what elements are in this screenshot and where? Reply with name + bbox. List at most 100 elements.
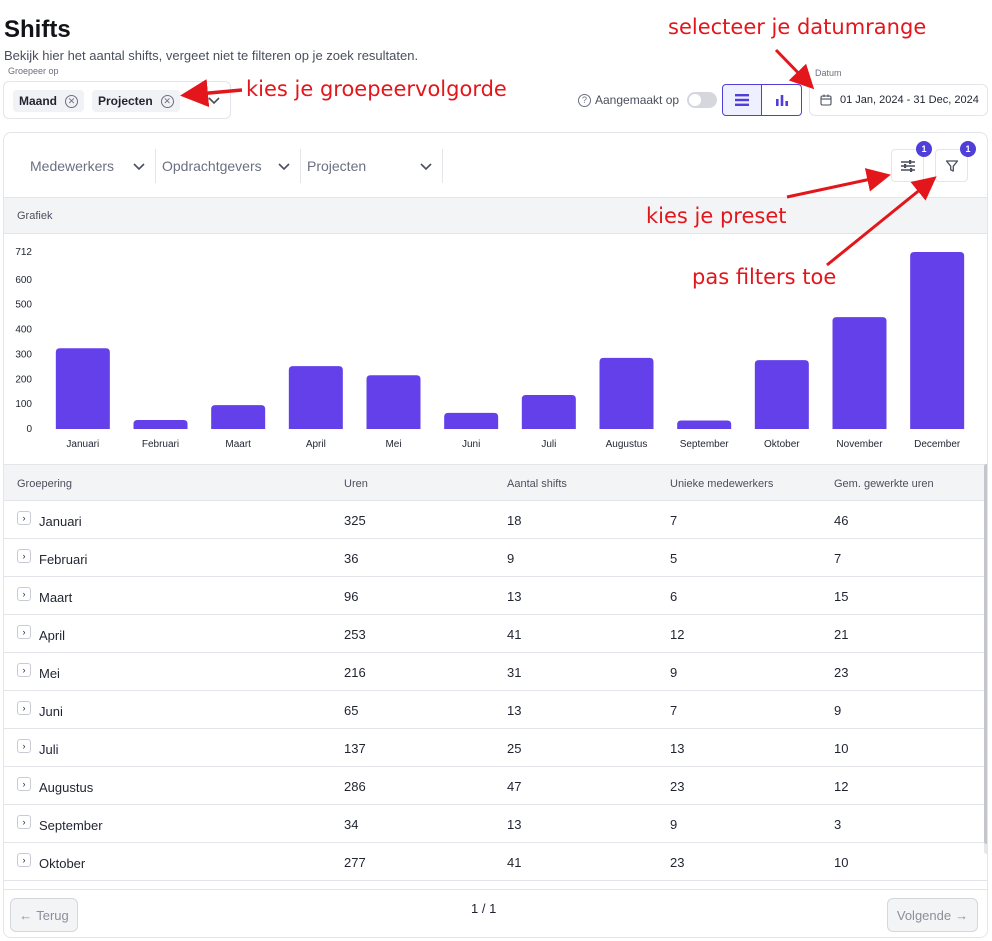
chart-view-button[interactable]: [762, 84, 802, 116]
expand-row-icon[interactable]: ›: [17, 549, 31, 563]
bar[interactable]: [366, 375, 421, 429]
x-tick-label: Maart: [225, 439, 251, 450]
y-tick-label: 400: [15, 325, 32, 336]
table-cell: 12: [834, 779, 849, 794]
x-tick-label: November: [836, 439, 883, 450]
bar[interactable]: [55, 348, 110, 429]
expand-row-icon[interactable]: ›: [17, 739, 31, 753]
table-scrollbar[interactable]: [984, 464, 987, 854]
x-tick-label: Oktober: [764, 439, 800, 450]
arrow-to-preset: [786, 168, 891, 199]
y-tick-label: 200: [15, 374, 32, 385]
remove-chip-icon[interactable]: ✕: [65, 94, 79, 108]
expand-row-icon[interactable]: ›: [17, 853, 31, 867]
table-cell: 9: [507, 551, 515, 566]
column-header-unieke-medewerkers[interactable]: Unieke medewerkers: [670, 478, 774, 490]
annotation-filter: pas filters toe: [692, 265, 837, 289]
filter-divider: [300, 149, 301, 183]
bar[interactable]: [599, 357, 654, 429]
chevron-down-icon[interactable]: [206, 92, 222, 108]
table-cell: 277: [344, 855, 366, 870]
filter-projecten[interactable]: Projecten: [307, 149, 441, 183]
scrollbar-thumb[interactable]: [984, 464, 987, 844]
table-row[interactable]: › Juni 65 13 7 9: [4, 691, 987, 729]
chip-label: Projecten: [98, 94, 153, 108]
column-header-aantal-shifts[interactable]: Aantal shifts: [507, 478, 567, 490]
shifts-bar-chart: 0 100 200 300 400 500 600 712 Januari Februari Maa…: [4, 234, 987, 464]
y-tick-label: 300: [15, 349, 32, 360]
table-cell: 13: [670, 741, 685, 756]
preset-count-badge: 1: [916, 141, 932, 157]
group-by-select[interactable]: Maand ✕ Projecten ✕: [3, 81, 231, 119]
calendar-icon: [820, 94, 832, 106]
next-page-button[interactable]: Volgende →: [887, 898, 978, 932]
annotation-date: selecteer je datumrange: [668, 15, 927, 39]
filter-opdrachtgevers[interactable]: Opdrachtgevers: [162, 149, 299, 183]
group-chip-maand[interactable]: Maand ✕: [13, 90, 85, 112]
table-cell: Januari: [39, 514, 82, 529]
bar[interactable]: [677, 420, 732, 429]
column-header-groepering[interactable]: Groepering: [17, 478, 73, 490]
table-cell: 31: [507, 665, 522, 680]
expand-row-icon[interactable]: ›: [17, 701, 31, 715]
bar[interactable]: [133, 420, 188, 429]
table-cell: 3: [834, 817, 842, 832]
y-tick-label: 100: [15, 399, 32, 410]
bar[interactable]: [288, 366, 343, 429]
filters-bar: Medewerkers Opdrachtgevers Projecten 1 1: [4, 133, 987, 198]
arrow-to-filter: [826, 176, 937, 267]
toggle-knob: [689, 94, 702, 106]
created-at-toggle[interactable]: [687, 92, 718, 108]
expand-row-icon[interactable]: ›: [17, 587, 31, 601]
x-tick-label: Juli: [541, 439, 556, 450]
table-cell: 9: [670, 665, 678, 680]
bar[interactable]: [832, 317, 887, 429]
table-row[interactable]: › Oktober 277 41 23 10: [4, 843, 987, 881]
table-cell: 7: [670, 513, 678, 528]
bar[interactable]: [444, 412, 499, 429]
expand-row-icon[interactable]: ›: [17, 625, 31, 639]
table-row[interactable]: › Juli 137 25 13 10: [4, 729, 987, 767]
filter-divider: [442, 149, 443, 183]
list-view-button[interactable]: [722, 84, 762, 116]
arrow-to-date: [774, 48, 815, 90]
table-row[interactable]: › Januari 325 18 7 46: [4, 501, 987, 539]
column-header-uren[interactable]: Uren: [344, 478, 368, 490]
bar[interactable]: [521, 394, 576, 429]
bar[interactable]: [211, 405, 266, 429]
preset-button[interactable]: 1: [891, 141, 932, 182]
prev-page-button[interactable]: ← Terug: [10, 898, 78, 932]
annotation-group-by: kies je groepeervolgorde: [246, 77, 507, 101]
table-row[interactable]: › Mei 216 31 9 23: [4, 653, 987, 691]
table-cell: 18: [507, 513, 522, 528]
toggle-label: Aangemaakt op: [595, 93, 680, 107]
pagination-bar: ← Terug 1 / 1 Volgende →: [4, 889, 987, 937]
table-cell: 47: [507, 779, 522, 794]
table-row[interactable]: › Augustus 286 47 23 12: [4, 767, 987, 805]
date-range-picker[interactable]: 01 Jan, 2024 - 31 Dec, 2024: [809, 84, 988, 116]
expand-row-icon[interactable]: ›: [17, 663, 31, 677]
bar[interactable]: [910, 252, 965, 429]
remove-chip-icon[interactable]: ✕: [160, 94, 174, 108]
expand-row-icon[interactable]: ›: [17, 511, 31, 525]
y-tick-label: 0: [26, 424, 32, 435]
table-row[interactable]: › April 253 41 12 21: [4, 615, 987, 653]
bar[interactable]: [754, 360, 809, 429]
column-header-gem-gewerkte-uren[interactable]: Gem. gewerkte uren: [834, 478, 934, 490]
table-cell: 7: [834, 551, 842, 566]
table-cell: 21: [834, 627, 849, 642]
table-row[interactable]: › September 34 13 9 3: [4, 805, 987, 843]
table-cell: 10: [834, 741, 849, 756]
chart-svg: 0 100 200 300 400 500 600 712 Januari Februari Maa…: [15, 247, 965, 450]
table-row[interactable]: › Februari 36 9 5 7: [4, 539, 987, 577]
x-tick-label: Januari: [66, 439, 99, 450]
chip-label: Maand: [19, 94, 58, 108]
help-icon[interactable]: ?: [578, 93, 591, 107]
filter-button[interactable]: 1: [935, 141, 976, 182]
expand-row-icon[interactable]: ›: [17, 777, 31, 791]
expand-row-icon[interactable]: ›: [17, 815, 31, 829]
group-chip-projecten[interactable]: Projecten ✕: [92, 90, 180, 112]
table-row[interactable]: › Maart 96 13 6 15: [4, 577, 987, 615]
filter-medewerkers[interactable]: Medewerkers: [30, 149, 154, 183]
